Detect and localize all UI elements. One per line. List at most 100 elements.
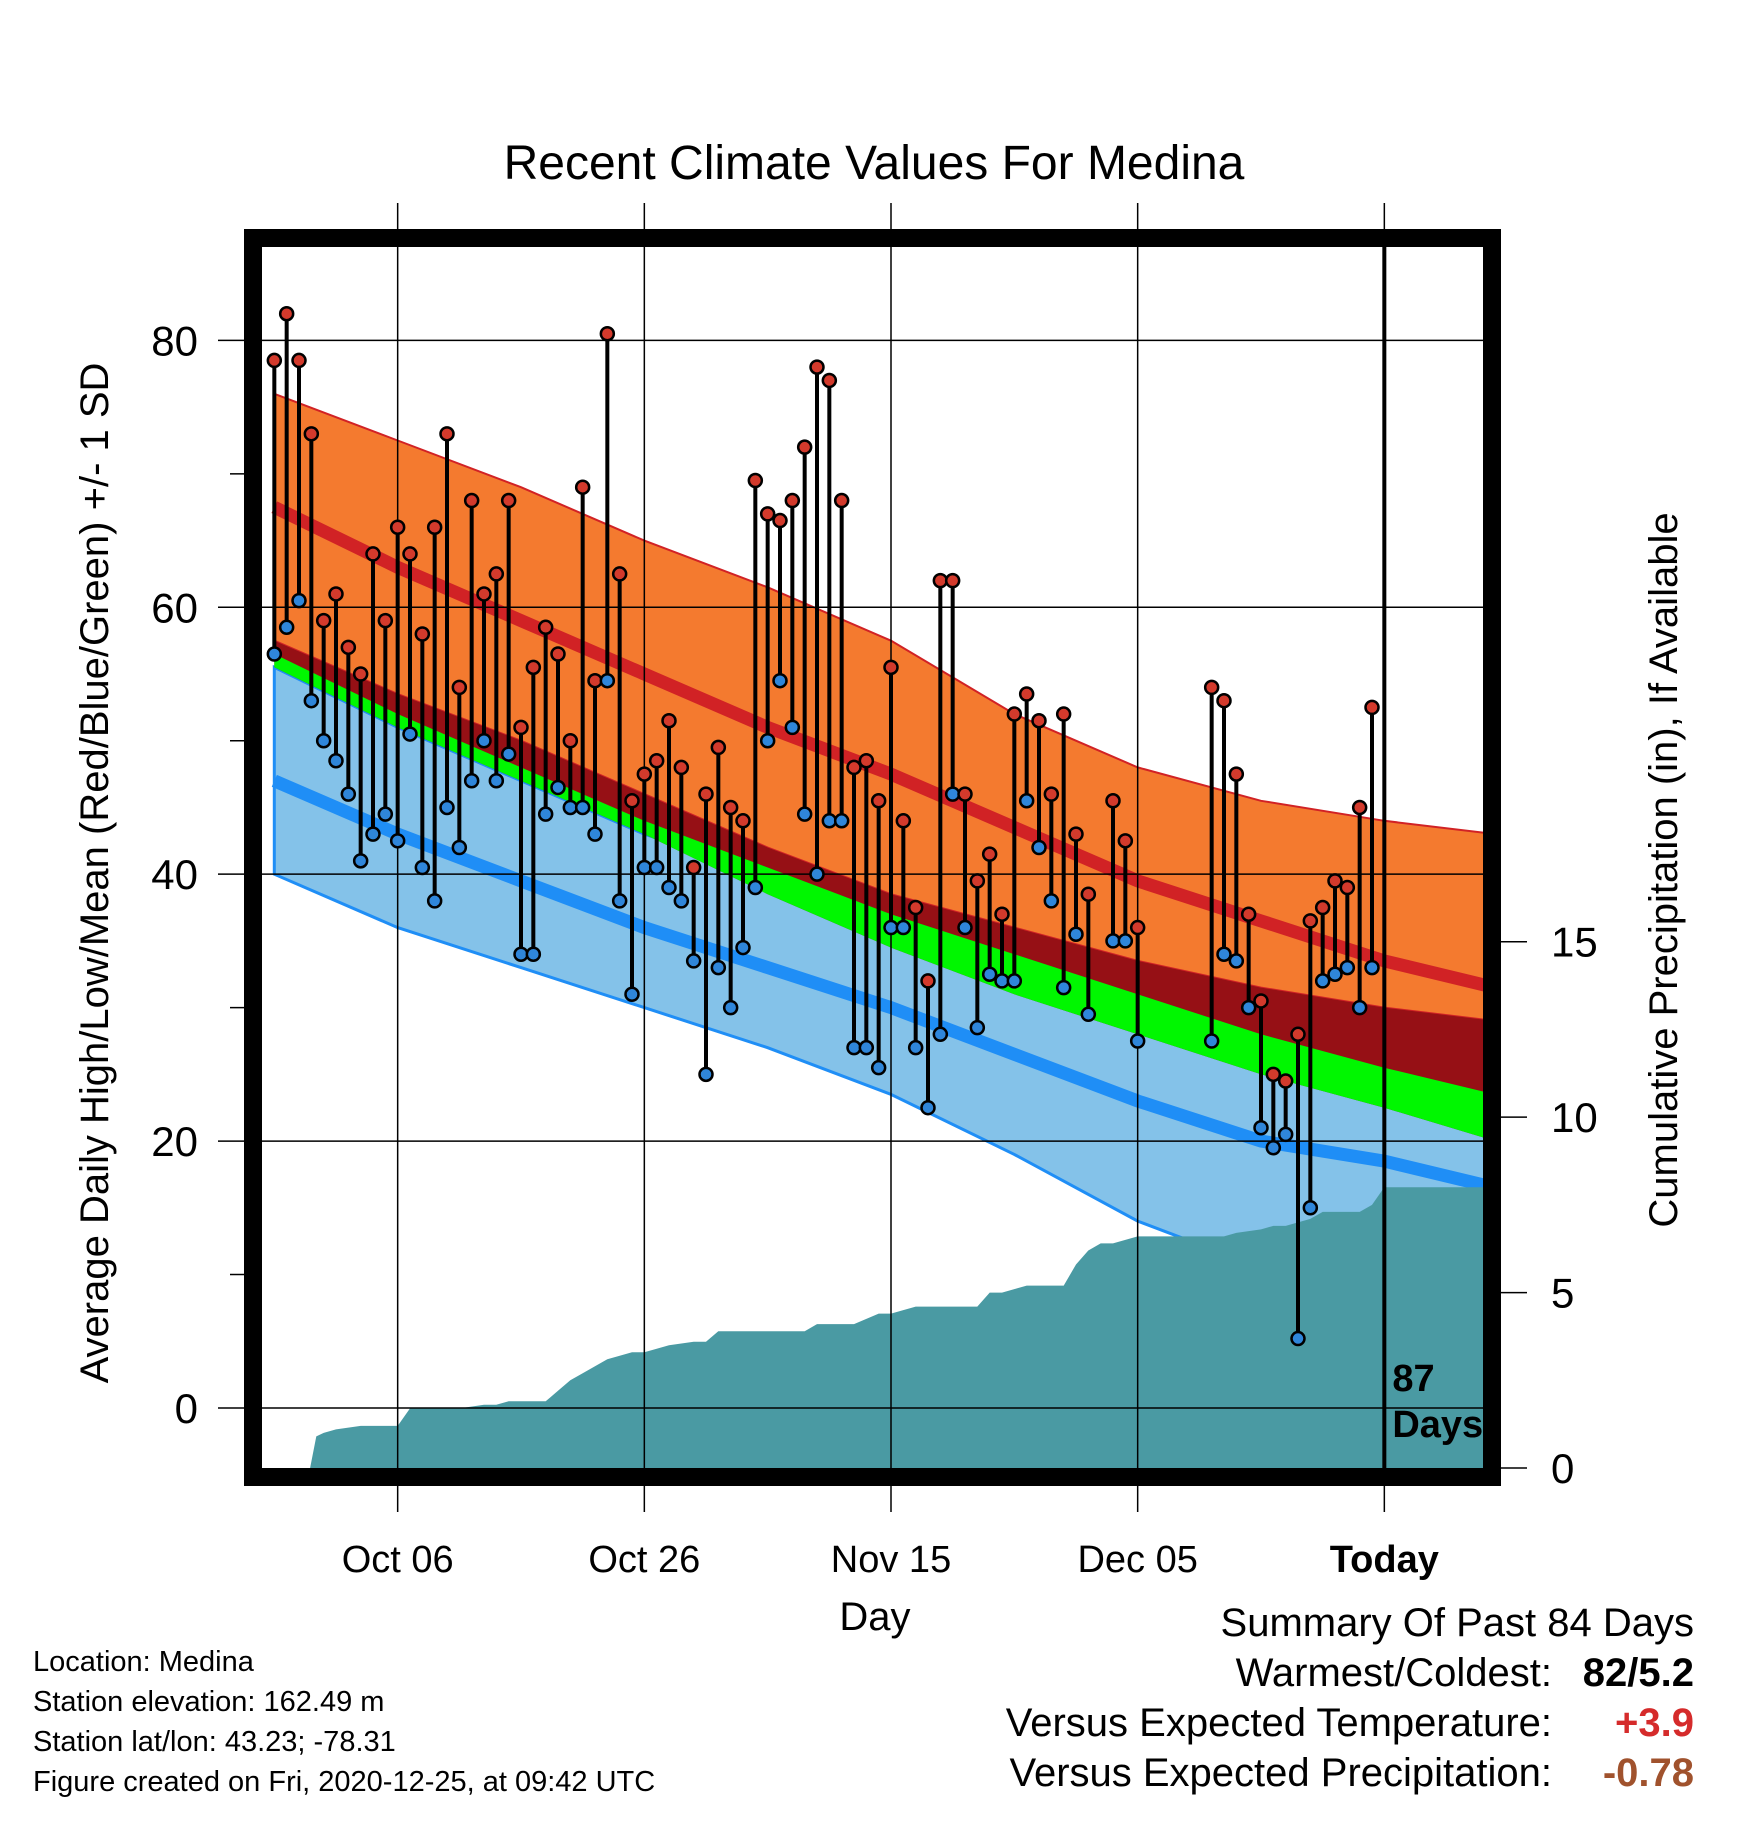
observation-day [1290, 1026, 1306, 1347]
summary-label: Versus Expected Precipitation: [1009, 1751, 1552, 1795]
observation-day [291, 352, 307, 609]
precip-area [262, 1187, 1483, 1468]
observation-day [1055, 706, 1072, 996]
observation-day [352, 666, 369, 869]
low-temp-point [402, 726, 418, 742]
low-temp-point [328, 753, 344, 769]
days-annotation: 87 Days [1392, 1358, 1483, 1446]
high-temp-point [1129, 919, 1146, 936]
observation-day [587, 672, 603, 842]
location-text: Location: Medina [33, 1646, 254, 1678]
observation-day [636, 766, 653, 876]
high-temp-point [846, 759, 862, 776]
observation-day [562, 732, 579, 816]
summary-value: -0.78 [1602, 1751, 1694, 1795]
low-temp-point [932, 1026, 949, 1043]
high-temp-point [1068, 826, 1084, 842]
high-temp-point [932, 572, 949, 589]
low-temp-point [1080, 1006, 1097, 1023]
observation-day [599, 325, 616, 689]
observation-day [1327, 873, 1343, 983]
low-temp-point [451, 839, 468, 856]
high-temp-point [870, 793, 887, 809]
low-temp-point [377, 806, 394, 822]
summary-row-precipitation: Versus Expected Precipitation: -0.78 [1006, 1748, 1694, 1798]
high-temp-point [624, 793, 640, 809]
created-text: Figure created on Fri, 2020-12-25, at 09… [33, 1766, 656, 1798]
observation-day [648, 753, 665, 876]
high-temp-point [809, 359, 825, 375]
high-temp-point [426, 519, 443, 535]
low-temp-point [1018, 793, 1035, 809]
observation-day [710, 739, 727, 976]
low-temp-point [1203, 1033, 1220, 1049]
y-tick-label: 60 [151, 584, 198, 631]
observation-day [500, 492, 517, 762]
observation-day [920, 973, 936, 1116]
high-temp-point [476, 586, 492, 602]
low-temp-point [1105, 933, 1121, 949]
high-temp-point [1018, 686, 1035, 702]
observation-day [476, 586, 492, 749]
summary-panel: Summary Of Past 84 Days Warmest/Coldest:… [1006, 1598, 1694, 1798]
high-temp-point [735, 813, 751, 829]
observation-day [685, 859, 702, 969]
x-tick-label: Oct 26 [588, 1539, 700, 1581]
low-temp-point [624, 986, 640, 1003]
observation-day [439, 426, 455, 816]
high-temp-point [685, 859, 702, 876]
high-temp-point [833, 492, 850, 509]
observation-day [488, 566, 505, 789]
x-tick-label: Nov 15 [831, 1539, 951, 1581]
low-temp-point [1290, 1330, 1306, 1347]
high-temp-point [513, 719, 529, 736]
high-temp-point [673, 759, 690, 776]
high-temp-point [303, 426, 320, 442]
summary-label: Versus Expected Temperature: [1005, 1701, 1552, 1745]
low-temp-point [365, 826, 381, 842]
low-temp-point [550, 779, 566, 796]
annotation-line: Days [1392, 1404, 1483, 1446]
high-temp-point [1265, 1066, 1282, 1083]
low-temp-point [587, 826, 603, 842]
low-temp-point [476, 732, 492, 749]
observation-day [969, 873, 986, 1036]
observation-day [278, 305, 295, 636]
observation-day [574, 479, 591, 816]
low-temp-point [957, 919, 973, 936]
high-temp-point [537, 619, 554, 636]
latlon-text: Station lat/lon: 43.23; -78.31 [33, 1726, 396, 1758]
high-temp-point [587, 672, 603, 689]
x-axis-label: Day [839, 1595, 910, 1639]
y-tick-label: 0 [175, 1385, 198, 1432]
observation-day [870, 793, 887, 1076]
observation-day [1253, 993, 1269, 1136]
high-temp-point [1351, 799, 1368, 816]
high-temp-point [550, 646, 566, 662]
summary-value: 82/5.2 [1582, 1651, 1694, 1695]
low-temp-point [1265, 1139, 1282, 1156]
high-temp-point [1314, 899, 1331, 916]
observation-day [1364, 699, 1380, 976]
observation-day [451, 679, 468, 856]
high-temp-point [981, 846, 998, 862]
high-temp-point [1290, 1026, 1306, 1043]
low-temp-point [1068, 926, 1084, 942]
y-tick-label: 20 [151, 1118, 198, 1165]
x-tick-label: Today [1330, 1539, 1439, 1581]
high-temp-point [1216, 692, 1232, 709]
low-temp-point [574, 799, 591, 816]
low-temp-point [525, 946, 542, 962]
elevation-text: Station elevation: 162.49 m [33, 1686, 385, 1718]
low-temp-point [414, 859, 431, 876]
low-temp-point [1216, 946, 1232, 962]
high-temp-point [957, 786, 973, 802]
low-temp-point [1006, 973, 1023, 989]
observation-day [1006, 706, 1023, 989]
x-tick-label: Dec 05 [1077, 1539, 1197, 1581]
high-temp-point [710, 739, 727, 756]
chart-title: Recent Climate Values For Medina [504, 137, 1245, 190]
low-temp-point [710, 959, 727, 976]
low-temp-point [969, 1019, 986, 1036]
y-tick-label: 40 [151, 851, 198, 898]
